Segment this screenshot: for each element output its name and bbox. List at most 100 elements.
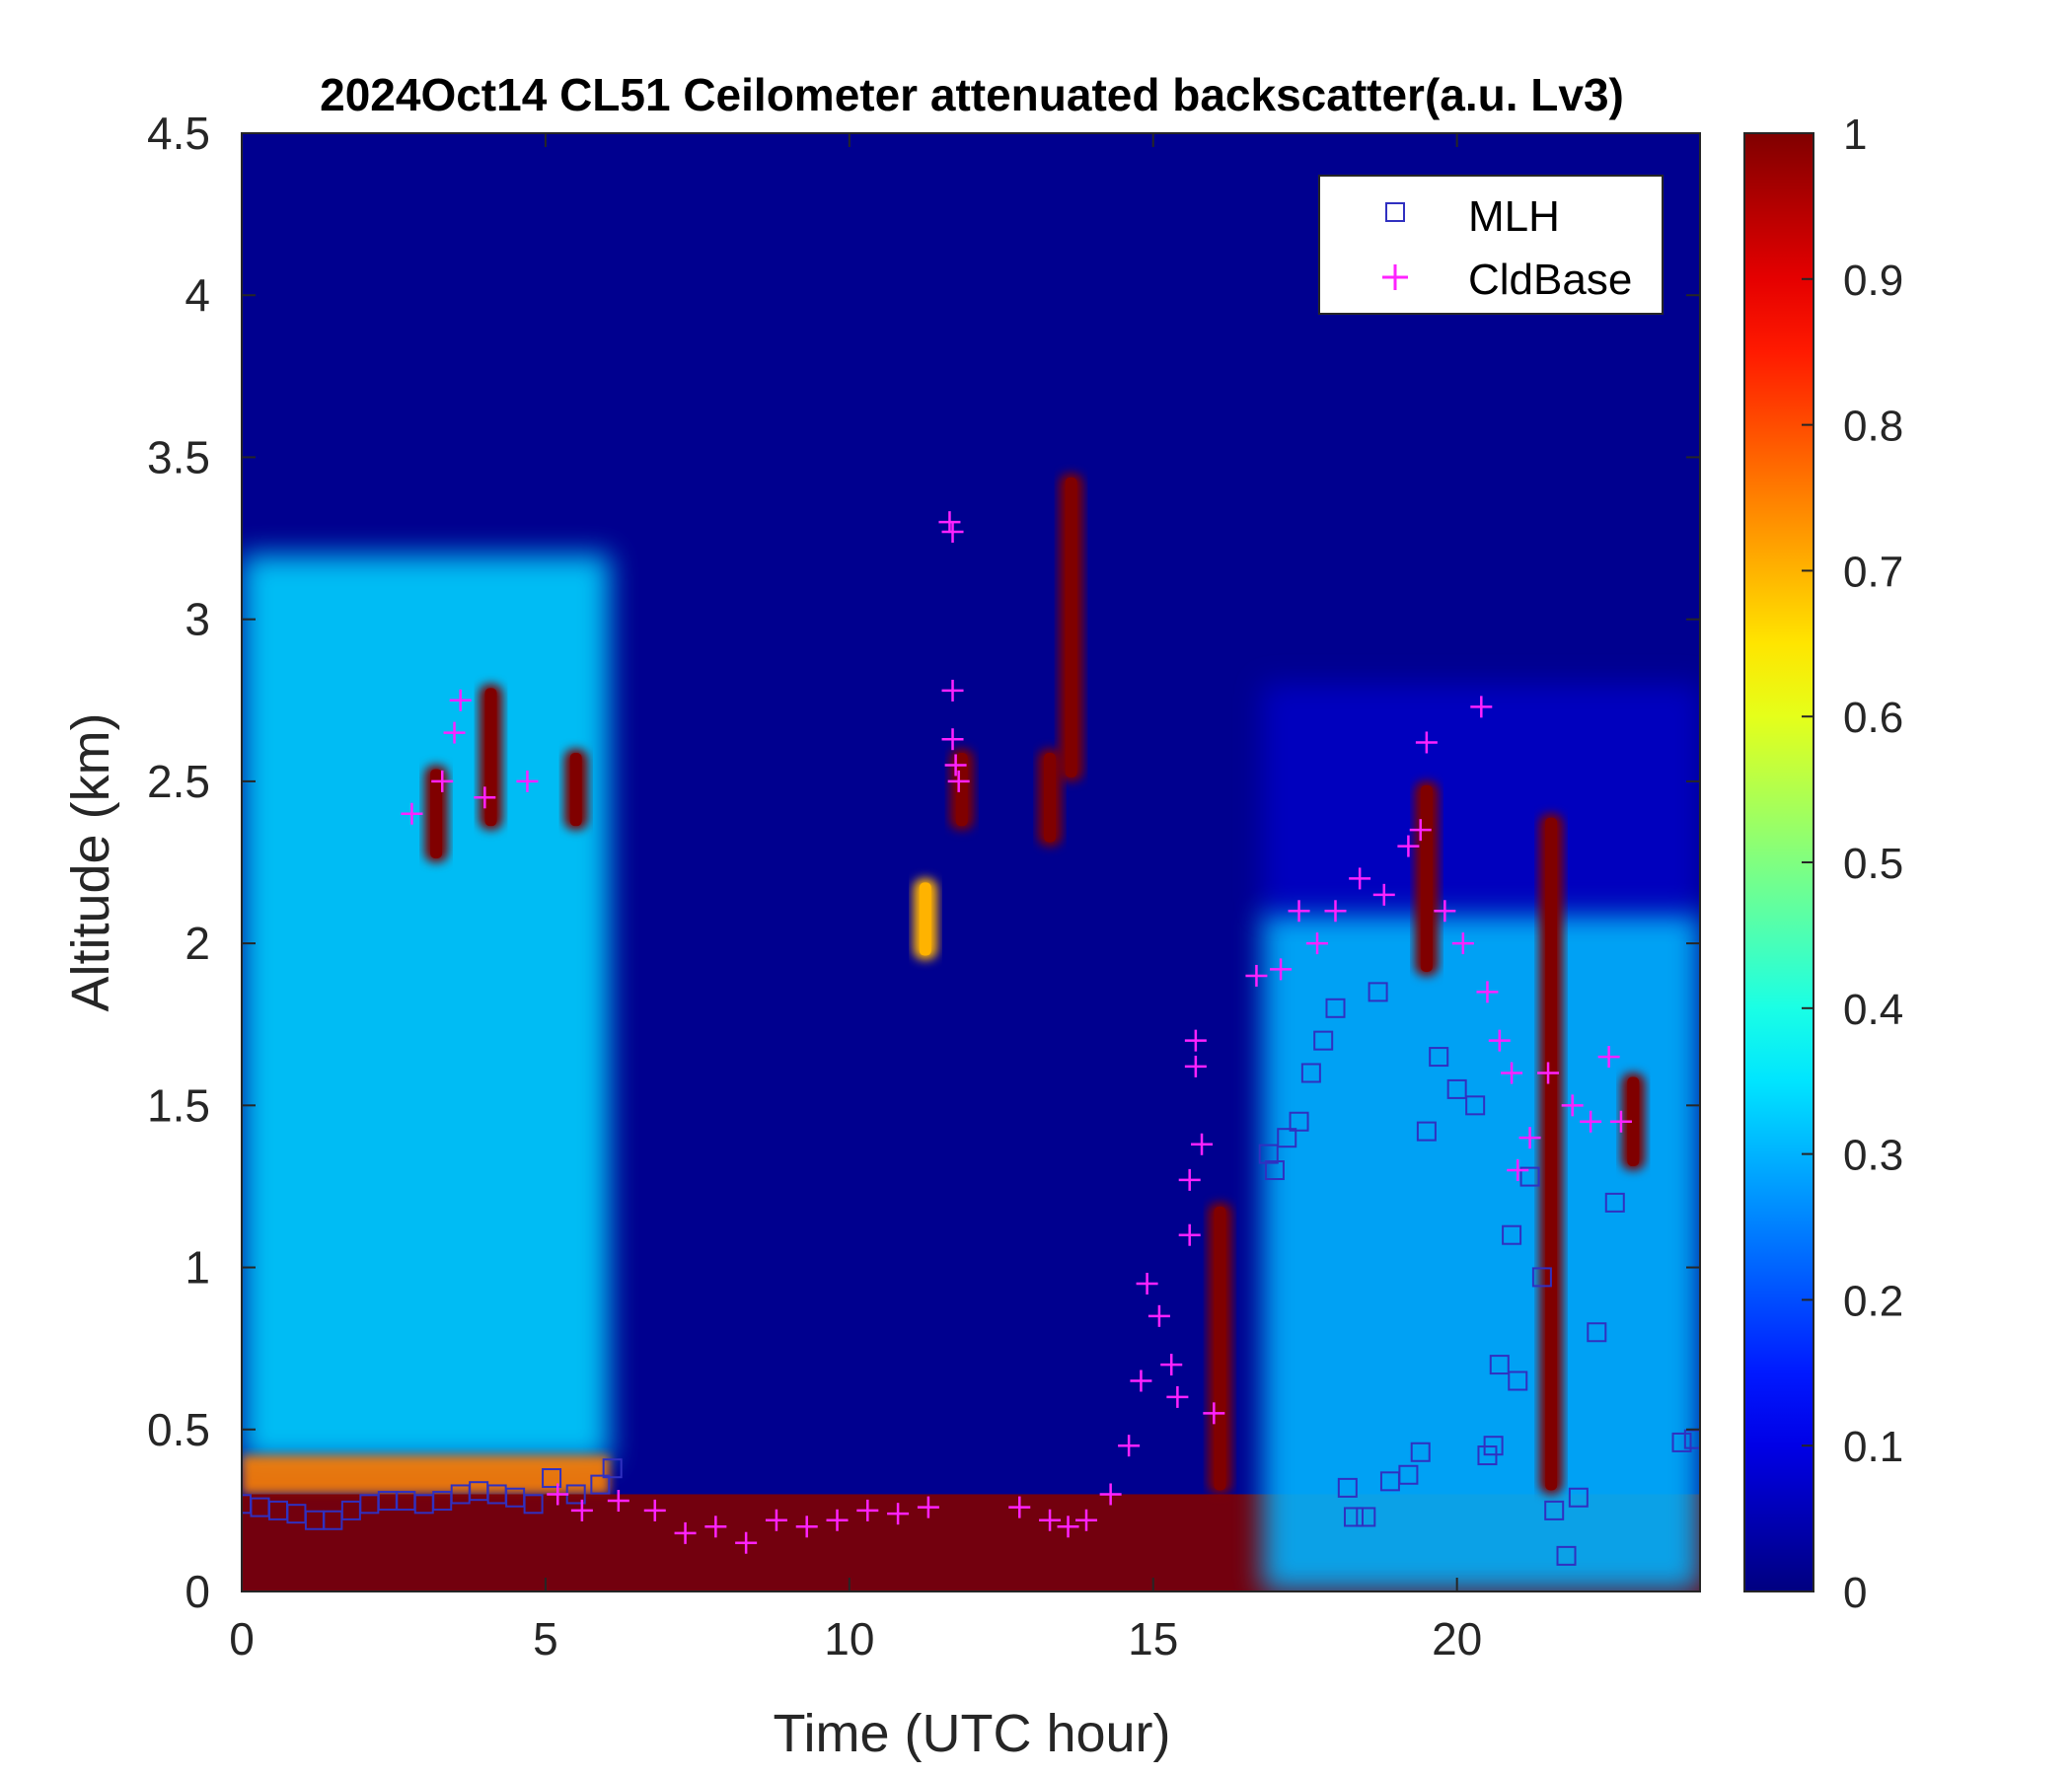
cldbase-point [1507, 1159, 1529, 1182]
mlh-point [602, 1458, 623, 1479]
cldbase-point [938, 511, 961, 534]
cldbase-point [1488, 1029, 1511, 1052]
backscatter-heatmap [242, 473, 1700, 1591]
mlh-point [1429, 1047, 1449, 1068]
cloud-core [919, 882, 931, 956]
cldbase-point [1166, 1385, 1189, 1408]
mlh-point [1410, 1442, 1431, 1462]
mlh-point [1671, 1432, 1692, 1452]
cldbase-point [704, 1516, 727, 1538]
cldbase-point [1191, 1133, 1214, 1155]
plot-area [241, 132, 1701, 1592]
cldbase-point [1288, 900, 1310, 923]
cldbase-point [1372, 883, 1395, 906]
cldbase-point [1537, 1062, 1560, 1084]
y-tick-label: 4 [185, 269, 210, 321]
cldbase-point [547, 1483, 569, 1506]
cloud-core [430, 769, 443, 858]
cldbase-point [941, 679, 964, 702]
x-tick-label: 0 [229, 1613, 255, 1665]
cloud-core [1627, 1076, 1640, 1167]
mlh-point [1519, 1166, 1540, 1187]
x-tick-label: 15 [1128, 1613, 1178, 1665]
mlh-point [1277, 1128, 1297, 1148]
colorbar-tick-label: 0.5 [1843, 840, 1903, 888]
colorbar-tick-label: 0.2 [1843, 1277, 1903, 1325]
cldbase-point [1476, 981, 1499, 1003]
cldbase-point [1597, 1046, 1620, 1069]
mlh-point [1356, 1507, 1376, 1527]
legend-cldbase-marker [1382, 264, 1408, 290]
plot-frame [241, 132, 1701, 1592]
x-tick-label: 20 [1432, 1613, 1482, 1665]
mlh-point [1604, 1192, 1625, 1213]
cldbase-point [1409, 819, 1432, 842]
cldbase-point [1203, 1402, 1225, 1425]
cldbase-point [1580, 1110, 1602, 1133]
mlh-point [1465, 1095, 1486, 1116]
mlh-point [590, 1474, 611, 1495]
backscatter-region [1262, 684, 1700, 912]
x-tick-label: 10 [824, 1613, 874, 1665]
cldbase-point [516, 770, 539, 792]
mlh-point [1325, 998, 1346, 1018]
cldbase-point [1184, 1055, 1207, 1077]
cldbase-point [1099, 1483, 1122, 1506]
mlh-point [1508, 1370, 1528, 1391]
colorbar-tick-label: 0.6 [1843, 694, 1903, 742]
cldbase-point [443, 721, 466, 744]
cldbase-point [1501, 1062, 1523, 1084]
cldbase-point [1609, 1110, 1632, 1133]
legend-mlh-label: MLH [1468, 192, 1560, 241]
cloud-core [1214, 1206, 1226, 1491]
mlh-point [1258, 1144, 1279, 1164]
mlh-point [1264, 1160, 1285, 1181]
mlh-point [523, 1494, 544, 1515]
mlh-point [1544, 1500, 1565, 1520]
cldbase-point [474, 786, 496, 809]
mlh-point [1568, 1487, 1589, 1508]
cldbase-point [1397, 835, 1420, 857]
mlh-point [1531, 1267, 1552, 1288]
mlh-point [1446, 1078, 1467, 1099]
cldbase-point [1178, 1168, 1201, 1191]
colorbar-tick-label: 0.1 [1843, 1423, 1903, 1471]
y-tick-label: 4.5 [147, 108, 210, 159]
cldbase-point [431, 770, 454, 792]
y-tick-label: 2 [185, 918, 210, 969]
cldbase-point [674, 1521, 697, 1544]
y-tick-label: 2.5 [147, 756, 210, 807]
mlh-point [1337, 1477, 1358, 1498]
cldbase-point [1415, 731, 1438, 754]
mlh-point [1300, 1063, 1321, 1083]
cldbase-point [1470, 696, 1493, 718]
cldbase-point [826, 1509, 849, 1531]
cldbase-point [401, 802, 423, 825]
cloud-core [1065, 477, 1077, 777]
cldbase-point [1245, 964, 1268, 987]
mlh-point [1368, 982, 1388, 1002]
cldbase-point [1130, 1369, 1152, 1392]
backscatter-region [242, 554, 610, 1462]
legend-cldbase-label: CldBase [1468, 256, 1632, 304]
colorbar-tick-label: 0.4 [1843, 986, 1903, 1034]
cldbase-point [1324, 900, 1347, 923]
marker-layer [242, 511, 1700, 1566]
cldbase-point [1184, 1029, 1207, 1052]
cldbase-point [1561, 1094, 1584, 1117]
cldbase-point [1057, 1516, 1079, 1538]
cldbase-point [947, 770, 970, 792]
mlh-point [1416, 1121, 1437, 1142]
chart-title: 2024Oct14 CL51 Ceilometer attenuated bac… [320, 69, 1624, 120]
backscatter-region [242, 1455, 610, 1495]
cldbase-point [1075, 1509, 1098, 1531]
legend-box [1318, 175, 1664, 315]
cldbase-point [570, 1499, 593, 1521]
cldbase-point [1451, 932, 1474, 955]
cloud-core [1545, 817, 1558, 1491]
cldbase-point [1349, 867, 1371, 890]
mlh-point [1502, 1224, 1522, 1245]
legend-mlh-marker [1385, 202, 1405, 222]
mlh-point [1556, 1545, 1577, 1566]
